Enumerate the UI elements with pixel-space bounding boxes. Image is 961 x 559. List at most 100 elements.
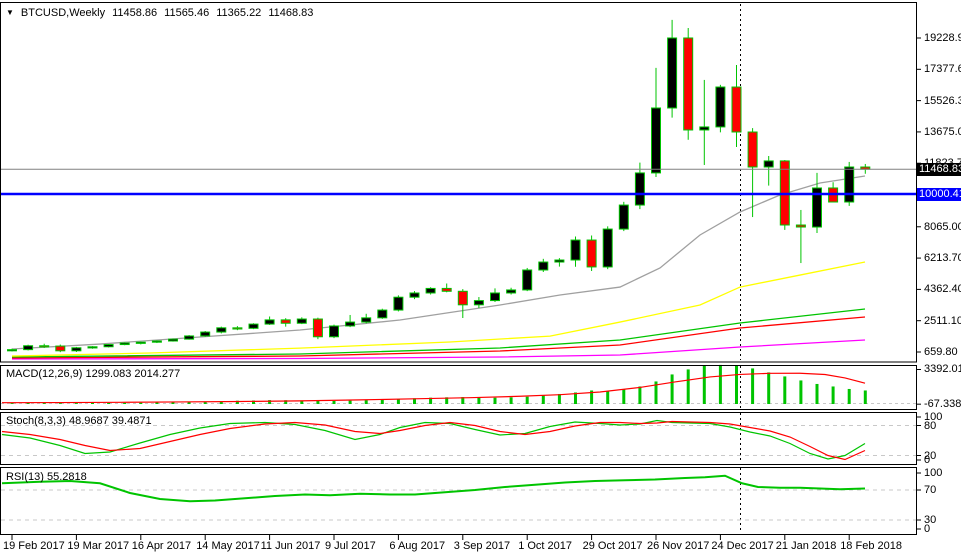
- date-tick-label: 18 Feb 2018: [840, 540, 902, 552]
- stoch-axis-label: 0: [924, 454, 931, 466]
- candle-33: [538, 261, 549, 271]
- candle-2: [39, 345, 50, 348]
- rsi-indicator-label: RSI(13) 55.2818: [6, 471, 87, 483]
- candle-43: [699, 126, 710, 131]
- candle-25: [409, 292, 420, 298]
- price-tick-label: 6213.70: [924, 252, 961, 265]
- candle-13: [216, 327, 227, 333]
- candle-24: [393, 296, 404, 311]
- candle-26: [425, 287, 436, 294]
- date-tick-label: 1 Oct 2017: [518, 540, 573, 552]
- candle-1: [23, 345, 34, 351]
- candle-0: [7, 349, 17, 352]
- candle-28: [457, 290, 468, 306]
- candle-8: [135, 341, 146, 344]
- ohlc-low: 11365.22: [216, 7, 262, 19]
- price-tick-label: 4362.40: [924, 283, 961, 296]
- candle-52: [844, 166, 855, 203]
- candle-14: [232, 327, 243, 330]
- current-price-badge: 11468.83: [917, 163, 961, 176]
- date-tick-label: 26 Nov 2017: [647, 540, 710, 552]
- price-tick-label: 13675.00: [924, 125, 961, 138]
- ma-red: [11, 316, 866, 359]
- candle-47: [763, 160, 774, 168]
- candle-20: [329, 325, 339, 338]
- level-price-badge[interactable]: 10000.41: [917, 188, 961, 201]
- candle-23: [377, 309, 388, 319]
- rsi-axis-label: 70: [924, 484, 937, 496]
- candle-35: [570, 239, 581, 261]
- symbol-dropdown-icon[interactable]: ▼: [6, 8, 14, 17]
- candle-11: [184, 335, 195, 340]
- candle-42: [683, 37, 694, 131]
- candle-10: [168, 338, 178, 342]
- candle-9: [151, 340, 162, 343]
- rsi-axis-label: 0: [924, 523, 931, 535]
- candle-3: [55, 345, 66, 352]
- candle-17: [280, 319, 291, 324]
- candle-34: [554, 259, 565, 263]
- candle-29: [473, 300, 484, 306]
- candle-7: [119, 342, 130, 346]
- candle-16: [264, 319, 275, 325]
- date-tick-label: 14 May 2017: [196, 540, 260, 552]
- symbol-period-label: BTCUSD,Weekly: [20, 7, 106, 19]
- chart-title-row: ▼ BTCUSD,Weekly 11458.86 11565.46 11365.22 11…: [6, 7, 313, 19]
- rsi-axis-label: 30: [924, 514, 937, 526]
- candle-36: [586, 239, 597, 268]
- price-tick-label: 8065.00: [924, 220, 961, 233]
- candle-27: [441, 287, 452, 292]
- ma-green: [11, 308, 866, 358]
- candle-41: [667, 37, 678, 109]
- candle-19: [312, 318, 323, 338]
- price-tick-label: 659.80: [924, 346, 958, 358]
- date-tick-label: 19 Feb 2017: [3, 540, 65, 552]
- macd-signal-line: [1, 372, 866, 404]
- stoch-axis-label: 100: [924, 411, 943, 423]
- candle-38: [618, 204, 629, 230]
- candle-50: [812, 187, 822, 228]
- macd-axis-label: 3392.01: [924, 363, 961, 376]
- ma-gray: [11, 175, 866, 350]
- stoch-axis-label: 80: [924, 419, 937, 432]
- macd-axis-label: -67.338: [924, 398, 961, 411]
- date-tick-label: 19 Mar 2017: [67, 540, 130, 552]
- date-tick-label: 29 Oct 2017: [582, 540, 643, 552]
- ohlc-open: 11458.86: [112, 7, 158, 19]
- date-tick-label: 21 Jan 2018: [775, 540, 837, 552]
- ma-yellow: [11, 261, 866, 357]
- candle-21: [345, 321, 356, 327]
- candle-32: [522, 269, 533, 291]
- stoch-axis-label: 20: [924, 449, 937, 462]
- price-tick-label: 15526.30: [924, 94, 961, 107]
- candle-49: [795, 224, 806, 228]
- stoch-indicator-label: Stoch(8,3,3) 48.9687 39.4871: [6, 415, 152, 427]
- candle-31: [506, 289, 517, 294]
- candle-45: [731, 86, 742, 133]
- price-tick-label: 2511.10: [924, 314, 961, 327]
- stoch-main: [1, 419, 866, 460]
- candle-44: [715, 86, 726, 128]
- price-tick-label: 17377.60: [924, 63, 961, 76]
- candle-6: [103, 344, 114, 348]
- date-tick-label: 9 Jul 2017: [325, 540, 376, 552]
- rsi-axis-label: 100: [924, 467, 943, 479]
- candle-30: [490, 292, 500, 302]
- ohlc-high: 11565.46: [164, 7, 210, 19]
- candle-39: [634, 172, 645, 206]
- macd-indicator-label: MACD(12,26,9) 1299.083 2014.277: [6, 368, 181, 380]
- ma-magenta: [11, 339, 866, 360]
- date-tick-label: 3 Sep 2017: [453, 540, 511, 552]
- candle-15: [248, 323, 259, 329]
- stoch-signal: [1, 420, 866, 461]
- date-tick-label: 24 Dec 2017: [711, 540, 774, 552]
- candle-40: [651, 107, 661, 174]
- candle-18: [296, 318, 307, 324]
- price-tick-label: 19228.90: [924, 32, 961, 44]
- rsi-line: [1, 474, 866, 503]
- date-tick-label: 11 Jun 2017: [260, 540, 321, 552]
- date-tick-label: 6 Aug 2017: [389, 540, 446, 552]
- candle-5: [87, 346, 98, 349]
